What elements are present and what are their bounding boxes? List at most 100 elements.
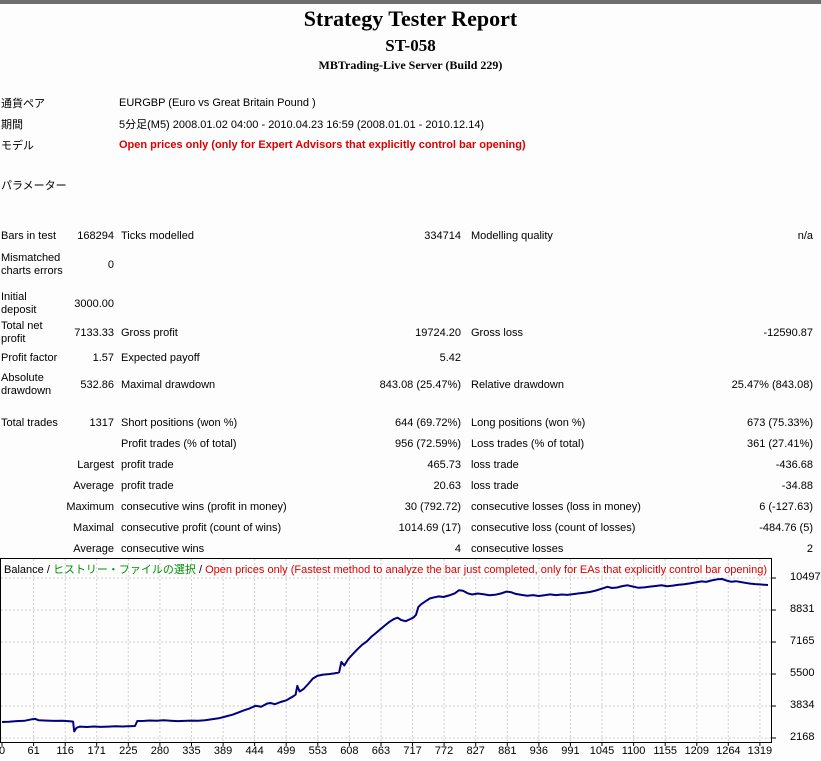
- stats-cell: [114, 247, 344, 283]
- stats-cell: [1, 497, 63, 518]
- info-label: 期間: [1, 118, 23, 131]
- stats-cell: [461, 347, 691, 369]
- stats-cell: -436.68: [775, 459, 813, 471]
- x-axis-tick-label: 1319: [747, 745, 773, 757]
- stats-cell: 19724.20: [415, 326, 461, 339]
- stats-cell: [691, 347, 813, 369]
- info-label: パラメーター: [1, 179, 67, 192]
- stats-cell: Absolute drawdown: [1, 372, 52, 397]
- stats-cell: Average: [73, 480, 114, 492]
- stats-cell: 25.47% (843.08): [731, 378, 813, 391]
- stats-cell: consecutive wins: [121, 543, 205, 555]
- stats-cell: 1014.69 (17): [398, 522, 461, 534]
- chart-legend: Balance / ヒストリー・ファイルの選択 / Open prices on…: [4, 561, 767, 577]
- stats-spacer-cell: [1, 401, 813, 413]
- stats-cell: Maximum: [66, 501, 114, 513]
- stats-row: Mismatched charts errors 0: [1, 247, 813, 283]
- x-axis-tick-label: 225: [119, 745, 138, 757]
- stats-cell: Mismatched charts errors: [1, 252, 63, 277]
- stats-cell: [344, 291, 461, 317]
- stats-cell: consecutive profit (count of wins): [121, 522, 282, 534]
- legend-balance-label: Balance: [4, 564, 44, 576]
- x-axis-labels: 0 61 116 171 225 280 335 389 444 499 553 608 663 717 7…: [0, 745, 821, 759]
- stats-cell: Largest: [77, 459, 114, 471]
- stats-cell: Initial deposit: [1, 291, 37, 316]
- info-value: Open prices only (only for Expert Adviso…: [119, 138, 526, 151]
- stats-cell: 0: [107, 258, 114, 271]
- x-axis-tick-label: 0: [0, 745, 6, 757]
- report-header: Strategy Tester Report ST-058 MBTrading-…: [0, 5, 821, 73]
- x-axis-tick-label: 827: [466, 745, 485, 757]
- stats-row: Average consecutive wins 4 consecutive loss…: [1, 539, 813, 560]
- stats-cell: 644 (69.72%): [394, 417, 461, 429]
- stats-spacer-row: [1, 401, 813, 413]
- stats-cell: consecutive losses: [471, 543, 564, 555]
- legend-separator: /: [43, 564, 53, 576]
- info-label: モデル: [1, 139, 34, 152]
- x-axis-tick-label: 1045: [589, 745, 615, 757]
- x-axis-tick-label: 1209: [684, 745, 709, 757]
- x-axis-tick-label: 389: [213, 745, 233, 757]
- stats-cell: [63, 434, 114, 455]
- legend-separator: /: [195, 564, 206, 576]
- stats-cell: 1317: [89, 417, 114, 429]
- stats-cell: 7133.33: [74, 326, 114, 339]
- stats-cell: n/a: [797, 230, 813, 242]
- stats-cell: [1, 539, 63, 560]
- stats-cell: 6 (-127.63): [759, 501, 813, 513]
- stats-cell: consecutive loss (count of losses): [471, 522, 636, 534]
- info-value: EURGBP (Euro vs Great Britain Pound ): [119, 96, 316, 109]
- stats-cell: 843.08 (25.47%): [379, 378, 461, 391]
- stats-cell: loss trade: [471, 459, 519, 471]
- stats-cell: Bars in test: [1, 230, 57, 242]
- stats-cell: -12590.87: [763, 326, 813, 339]
- info-row: 通貨ペア EURGBP (Euro vs Great Britain Pound …: [1, 92, 817, 113]
- stats-cell: profit trade: [121, 459, 174, 471]
- results-table: Bars in test 168294 Ticks modelled 334714 Mo…: [1, 226, 813, 560]
- legend-history-file-label: ヒストリー・ファイルの選択: [52, 564, 196, 576]
- stats-cell: Long positions (won %): [471, 417, 586, 429]
- x-axis-tick-label: 280: [150, 745, 170, 757]
- stats-cell: consecutive losses (loss in money): [471, 501, 641, 513]
- x-axis-tick-label: 61: [27, 745, 40, 757]
- y-axis-tick-label: 3834: [790, 698, 815, 711]
- stats-cell: [114, 291, 344, 317]
- x-axis-tick-label: 991: [561, 745, 580, 757]
- x-axis-tick-label: 116: [56, 745, 74, 757]
- stats-cell: [691, 247, 813, 283]
- x-axis-tick-label: 171: [87, 745, 106, 757]
- stats-row: Maximum consecutive wins (profit in money…: [1, 497, 813, 518]
- stats-cell: 3000.00: [74, 297, 114, 310]
- info-row: パラメーター: [1, 174, 817, 195]
- stats-cell: Short positions (won %): [121, 417, 238, 429]
- stats-cell: [691, 291, 813, 317]
- x-axis-tick-label: 444: [245, 745, 264, 757]
- x-axis-tick-label: 1155: [653, 745, 677, 757]
- x-axis-tick-label: 881: [498, 745, 517, 757]
- stats-cell: [1, 434, 63, 455]
- stats-row: Average profit trade 20.63 loss trade -34.88: [1, 476, 813, 497]
- stats-cell: 168294: [77, 230, 114, 242]
- stats-row: Bars in test 168294 Ticks modelled 334714 Mo…: [1, 226, 813, 247]
- stats-cell: Maximal: [73, 522, 114, 534]
- stats-cell: Profit factor: [1, 351, 58, 364]
- balance-line: [1, 578, 769, 733]
- test-settings-table: 通貨ペア EURGBP (Euro vs Great Britain Pound …: [1, 92, 817, 195]
- stats-row: Total trades 1317 Short positions (won %) 6…: [1, 413, 813, 434]
- stats-cell: consecutive wins (profit in money): [121, 501, 287, 513]
- stats-cell: loss trade: [471, 480, 519, 492]
- x-axis-tick-label: 1264: [716, 745, 741, 757]
- stats-cell: Average: [73, 543, 114, 555]
- y-axis-tick-label: 10497: [790, 571, 821, 583]
- stats-cell: 334714: [424, 230, 461, 242]
- x-axis-tick-label: 936: [529, 745, 549, 757]
- stats-cell: 673 (75.33%): [746, 417, 813, 429]
- stats-cell: 2: [806, 543, 813, 555]
- stats-cell: Total net profit: [1, 320, 43, 345]
- x-axis-tick-label: 499: [277, 745, 296, 757]
- chart-gridlines: [1, 559, 776, 746]
- stats-cell: [1, 455, 63, 476]
- chart-plot-area: [0, 558, 772, 743]
- legend-model-note: Open prices only (Fastest method to anal…: [205, 564, 768, 576]
